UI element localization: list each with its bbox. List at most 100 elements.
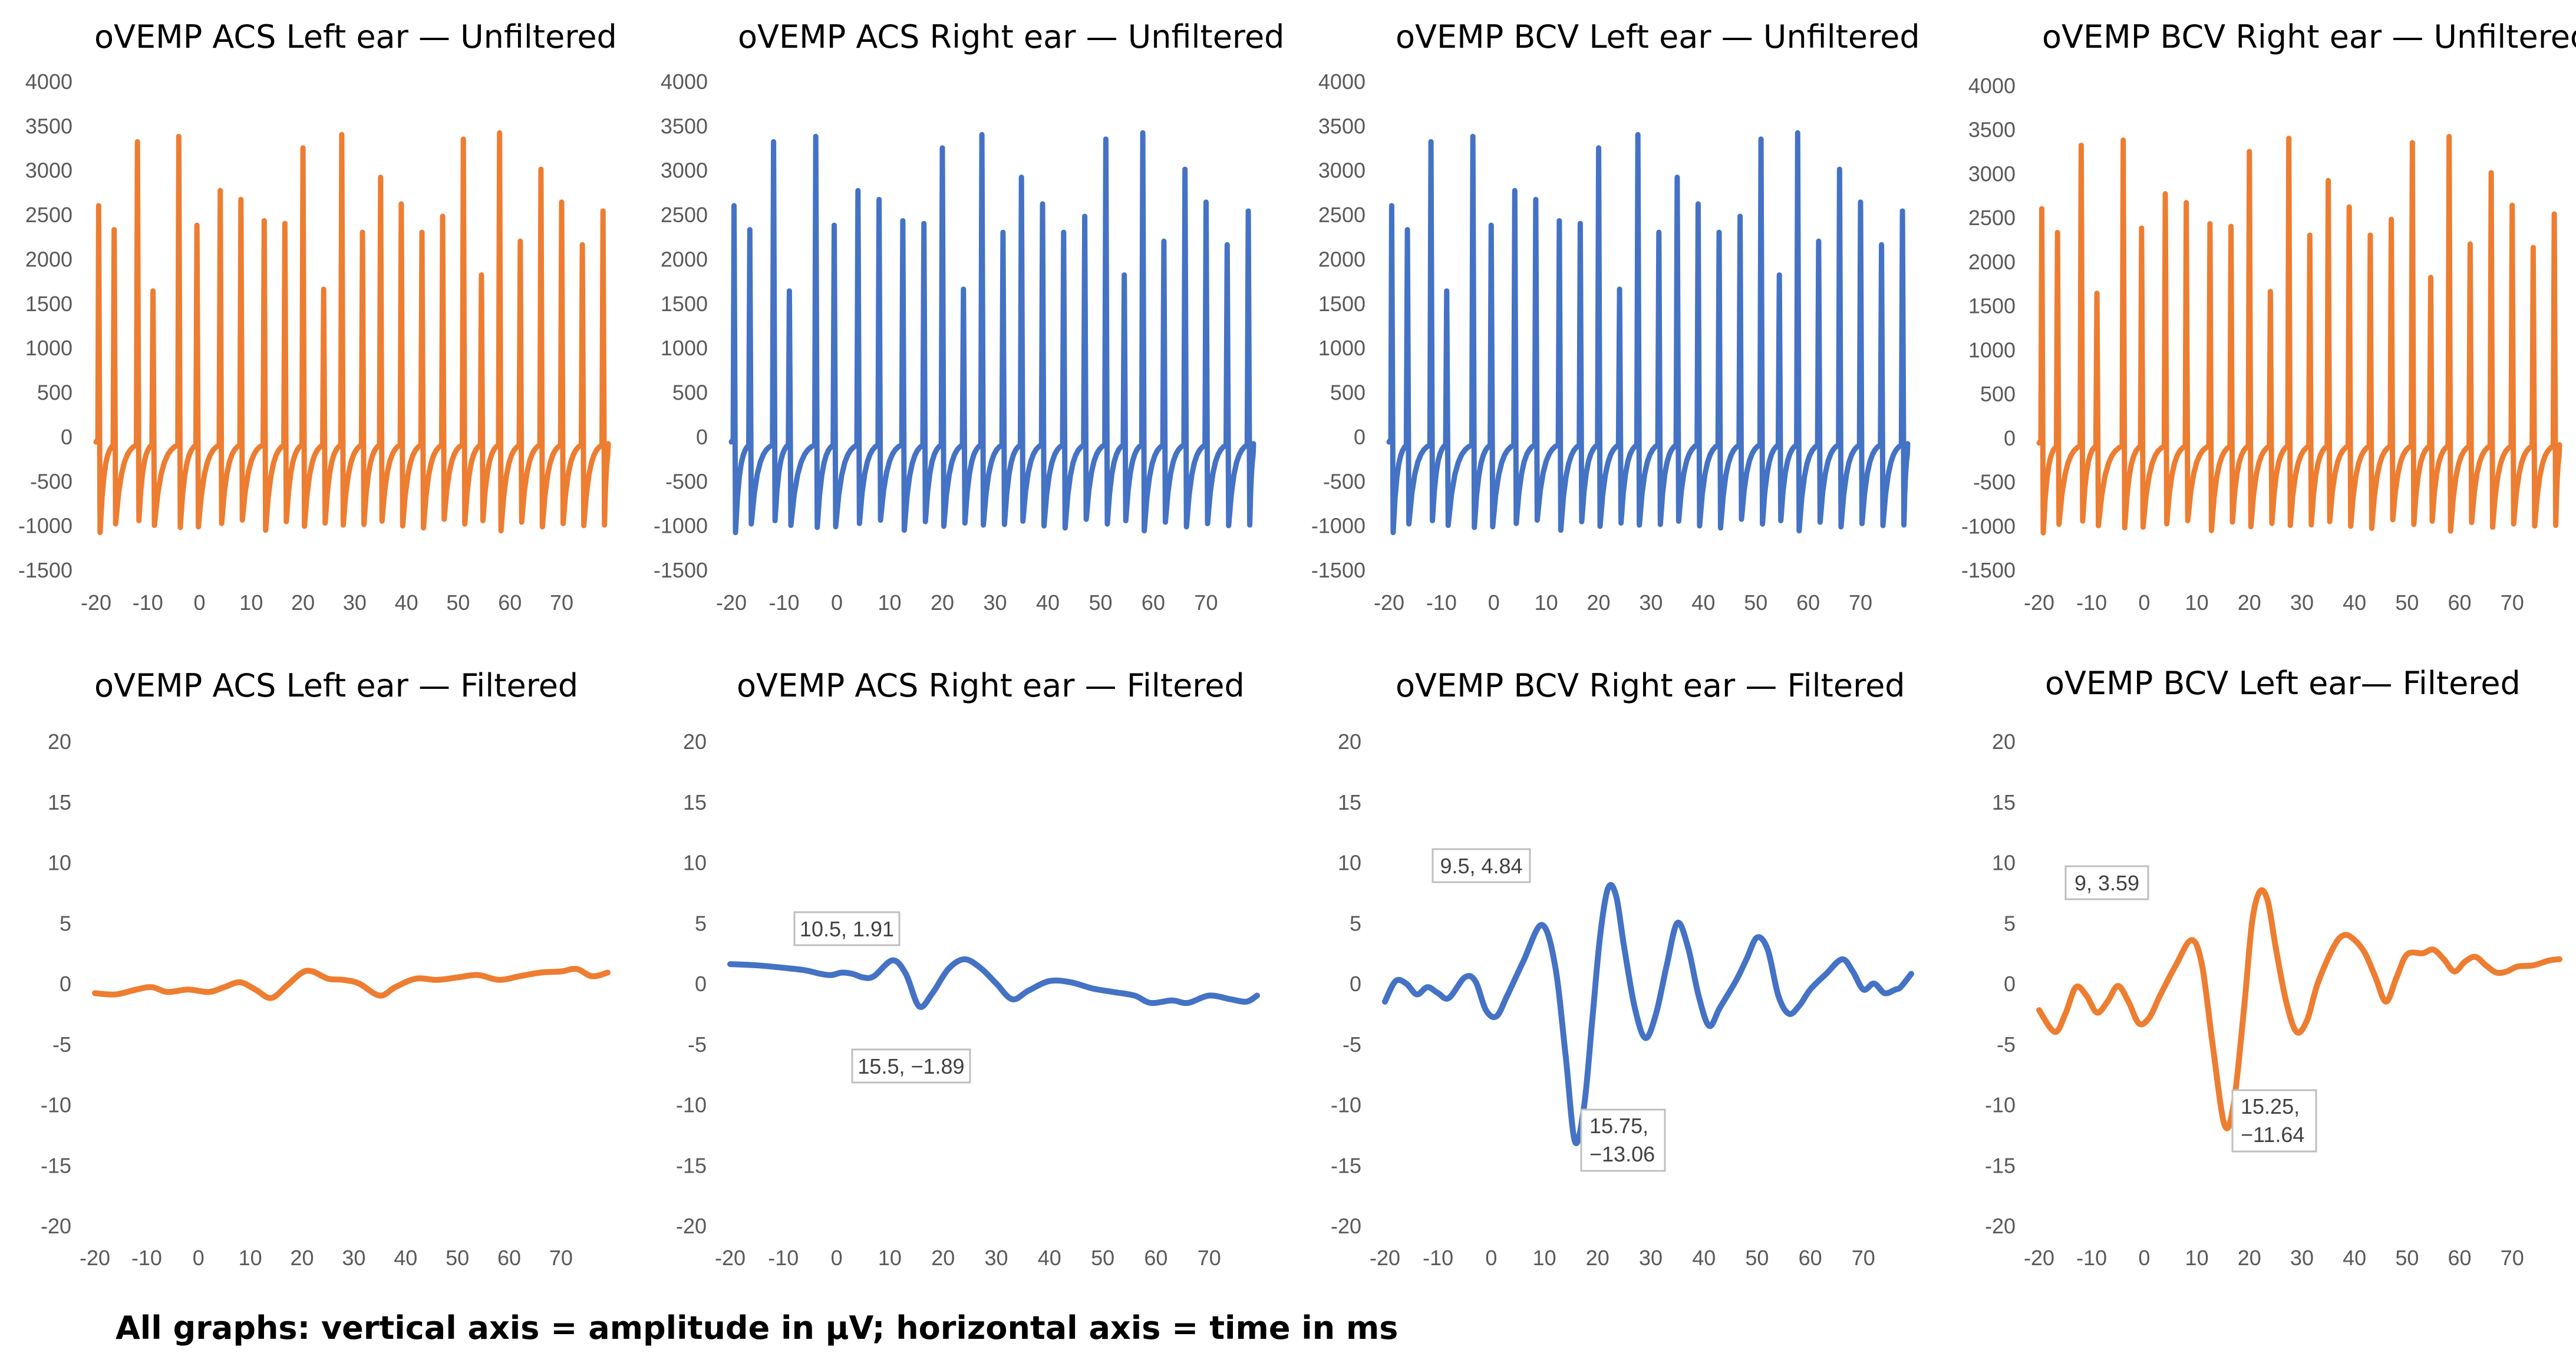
y-tick-label: -1000 [18,514,72,538]
x-tick-label: 60 [1796,590,1820,615]
x-tick-label: -10 [768,590,799,615]
series-line [2036,887,2562,1131]
y-tick-label: -500 [1323,469,1365,493]
y-tick-label: 20 [683,730,707,754]
data-label-box [793,911,901,946]
y-tick-label: 5 [695,911,707,935]
x-tick-label: -10 [1426,590,1457,615]
y-tick-label: -1000 [1961,514,2016,538]
y-tick-label: 0 [2004,972,2016,996]
series-line [92,966,611,1001]
y-tick-label: 1500 [1968,294,2016,318]
chart-panel-5: oVEMP ACS Left ear — Filtered20151050-5-… [41,667,611,1270]
x-tick-label: -20 [81,590,111,615]
y-tick-label: 2500 [1968,206,2016,230]
series-line [728,130,1256,536]
chart-title: oVEMP ACS Left ear — Filtered [94,667,578,704]
x-tick-label: 30 [1639,590,1663,615]
data-label-text: 15.75, [1589,1114,1648,1138]
x-tick-label: 40 [395,590,418,615]
x-tick-label: 40 [1038,1246,1061,1270]
x-tick-label: 30 [983,590,1007,615]
y-tick-label: 0 [695,972,707,996]
chart-panel-8: oVEMP BCV Left ear— Filtered20151050-5-1… [1985,665,2562,1270]
x-tick-label: -20 [715,1246,746,1270]
x-tick-label: 30 [2290,1246,2314,1270]
x-tick-label: 50 [1744,590,1767,615]
x-tick-label: 50 [1745,1246,1769,1270]
y-tick-label: 1500 [25,292,72,316]
data-label-box [1432,848,1531,883]
x-tick-label: 0 [1488,590,1500,615]
chart-title: oVEMP ACS Left ear — Unfiltered [94,18,617,55]
x-tick-label: 10 [878,590,901,615]
y-tick-label: 1000 [1318,336,1365,360]
data-label: 9.5, 4.84 [1432,848,1531,883]
series-line [2036,134,2562,536]
data-label: 15.75, −13.06 [1580,1108,1666,1172]
y-tick-label: 1000 [25,336,72,360]
y-tick-label: 15 [48,790,71,814]
y-tick-label: 5 [60,911,71,935]
x-tick-label: 0 [831,590,843,615]
data-label: 15.25, −11.64 [2231,1089,2317,1153]
x-tick-label: 70 [550,590,573,615]
y-tick-label: -500 [1973,470,2016,494]
x-tick-label: -20 [80,1246,110,1270]
chart-panel-6: oVEMP ACS Right ear — Filtered20151050-5… [676,667,1260,1270]
x-tick-label: -10 [768,1246,799,1270]
y-tick-label: 1500 [661,292,708,316]
x-tick-label: 60 [498,590,522,615]
x-tick-label: 30 [1639,1246,1663,1270]
y-tick-label: 10 [683,851,707,875]
x-tick-label: -10 [2076,590,2107,615]
x-tick-label: 0 [193,1246,205,1270]
x-tick-label: -20 [1370,1246,1400,1270]
x-tick-label: 10 [878,1246,902,1270]
y-tick-label: 3000 [25,159,72,183]
x-tick-label: 30 [342,1246,365,1270]
y-tick-label: -1500 [1311,558,1365,582]
y-tick-label: -20 [41,1214,71,1238]
x-tick-label: 0 [194,590,206,615]
y-tick-label: -500 [30,469,72,493]
data-label: 15.5, −1.89 [851,1048,971,1084]
data-label-box [2231,1089,2317,1153]
y-tick-label: 20 [1338,730,1361,754]
x-tick-label: 30 [343,590,367,615]
series-line [1386,130,1911,536]
y-tick-label: 1500 [1318,292,1365,316]
data-label-text: 15.5, −1.89 [857,1054,964,1078]
y-tick-label: -5 [1343,1032,1361,1057]
data-label-text: 10.5, 1.91 [800,917,894,941]
y-tick-label: -1500 [1961,558,2016,582]
y-tick-label: 3000 [661,159,708,183]
y-tick-label: -10 [41,1093,71,1117]
y-tick-label: 20 [48,730,71,754]
chart-title: oVEMP ACS Right ear — Filtered [737,667,1245,704]
x-tick-label: -10 [133,590,163,615]
y-tick-label: -20 [1985,1214,2016,1238]
x-tick-label: -10 [2076,1246,2107,1270]
y-tick-label: 0 [696,425,708,449]
y-tick-label: 500 [1980,382,2016,406]
x-tick-label: 0 [2138,590,2150,615]
x-tick-label: 60 [1144,1246,1167,1270]
x-tick-label: 60 [497,1246,521,1270]
y-tick-label: 10 [48,851,71,875]
y-tick-label: 4000 [1318,70,1365,94]
x-tick-label: -20 [1374,590,1404,615]
y-tick-label: 4000 [1968,74,2016,98]
y-tick-label: 500 [1330,381,1365,405]
y-tick-label: 5 [2004,911,2016,935]
y-tick-label: -15 [676,1153,707,1177]
x-tick-label: 10 [2185,1246,2209,1270]
x-tick-label: 40 [1036,590,1060,615]
y-tick-label: 3000 [1968,161,2016,186]
x-tick-label: 50 [2395,590,2419,615]
y-tick-label: 2000 [1318,247,1365,271]
data-label-box [1580,1108,1666,1172]
y-tick-label: -1500 [18,558,72,582]
x-tick-label: 0 [2138,1246,2150,1270]
